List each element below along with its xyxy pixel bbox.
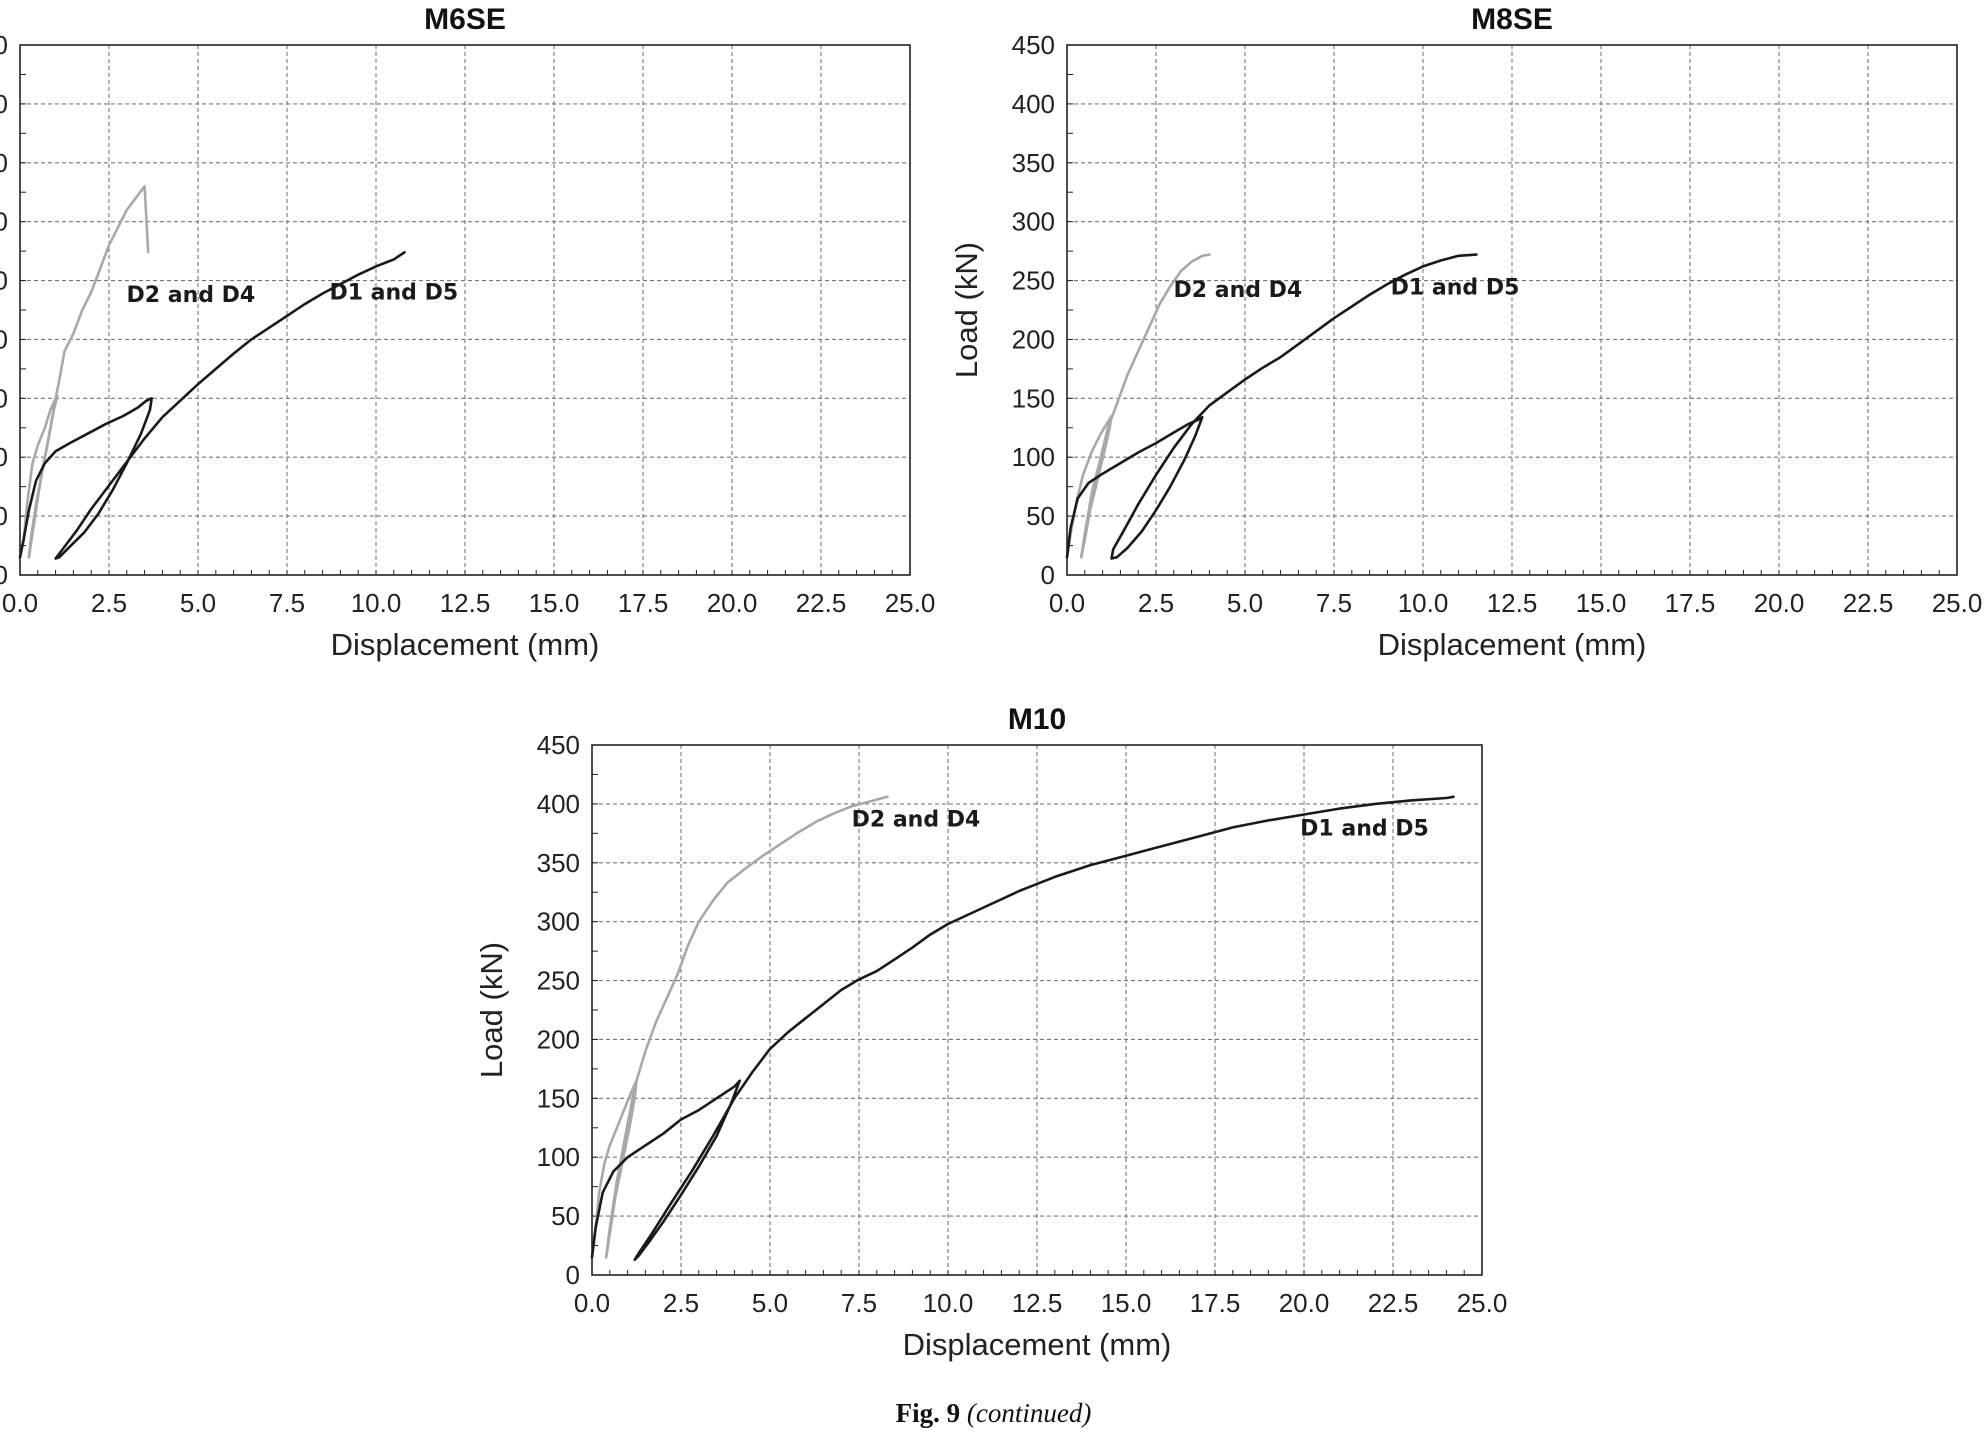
series-line-d1-d5	[590, 795, 1455, 1261]
series-annotation: D2 and D4	[852, 807, 981, 832]
y-tick-label: 200	[537, 1024, 580, 1054]
y-tick-label: 250	[0, 266, 8, 296]
x-tick-label: 15.0	[529, 588, 580, 618]
x-tick-label: 5.0	[1227, 588, 1263, 618]
x-tick-label: 12.5	[440, 588, 491, 618]
plot-frame	[591, 744, 1483, 1276]
x-tick-label: 7.5	[269, 588, 305, 618]
series-annotation: D1 and D5	[1391, 276, 1520, 301]
y-tick-label: 150	[0, 383, 8, 413]
y-tick-label: 350	[0, 148, 8, 178]
y-tick-label: 0	[1041, 560, 1055, 590]
series-line-d1-d5	[18, 251, 406, 560]
y-tick-label: 300	[1012, 207, 1055, 237]
x-tick-label: 17.5	[1665, 588, 1716, 618]
x-tick-label: 2.5	[91, 588, 127, 618]
chart-title: M10	[1008, 703, 1066, 736]
x-tick-label: 22.5	[796, 588, 847, 618]
y-tick-label: 150	[1012, 383, 1055, 413]
plot-frame	[19, 44, 911, 576]
y-tick-label: 150	[537, 1083, 580, 1113]
y-tick-label: 300	[0, 207, 8, 237]
x-tick-label: 15.0	[1576, 588, 1627, 618]
x-tick-label: 20.0	[1279, 1288, 1330, 1318]
y-tick-label: 400	[1012, 89, 1055, 119]
chart-title: M8SE	[1471, 3, 1553, 36]
series-line-d2-d4	[18, 185, 150, 559]
y-tick-label: 100	[1012, 442, 1055, 472]
x-tick-label: 2.5	[663, 1288, 699, 1318]
y-tick-label: 50	[0, 501, 8, 531]
figure-label: Fig. 9	[895, 1398, 961, 1428]
chart-m10: 0.0 2.5 5.0 7.5 10.0 12.5 15.0 17.5 20.0 22.5 25.0…	[474, 703, 1507, 1362]
y-tick-label: 50	[1026, 501, 1055, 531]
x-tick-label: 12.5	[1012, 1288, 1063, 1318]
x-tick-label: 22.5	[1368, 1288, 1419, 1318]
x-tick-label: 0.0	[574, 1288, 610, 1318]
series-annotation: D2 and D4	[127, 283, 256, 308]
chart-title: M6SE	[424, 3, 506, 36]
y-tick-label: 100	[0, 442, 8, 472]
y-tick-label: 400	[537, 789, 580, 819]
x-tick-label: 20.0	[1754, 588, 1805, 618]
series-line-d2-d4	[590, 795, 889, 1259]
y-tick-label: 250	[537, 966, 580, 996]
x-tick-label: 0.0	[1049, 588, 1085, 618]
x-tick-label: 0.0	[2, 588, 38, 618]
y-tick-label: 450	[537, 730, 580, 760]
x-tick-label: 20.0	[707, 588, 758, 618]
x-tick-label: 7.5	[1316, 588, 1352, 618]
y-tick-label: 450	[0, 30, 8, 60]
y-tick-label: 450	[1012, 30, 1055, 60]
x-tick-label: 5.0	[180, 588, 216, 618]
figure-caption-note: (continued)	[966, 1398, 1092, 1428]
y-tick-label: 350	[1012, 148, 1055, 178]
x-tick-label: 7.5	[841, 1288, 877, 1318]
x-tick-label: 22.5	[1843, 588, 1894, 618]
chart-m6se: 0.0 2.5 5.0 7.5 10.0 12.5 15.0 17.5 20.0 22.5 25.0…	[0, 3, 935, 662]
x-tick-label: 17.5	[618, 588, 669, 618]
series-annotation: D1 and D5	[329, 280, 458, 305]
y-axis-label: Load (kN)	[474, 942, 509, 1078]
plot-frame	[1066, 44, 1958, 576]
series-annotation: D2 and D4	[1174, 278, 1303, 303]
y-tick-label: 400	[0, 89, 8, 119]
x-tick-label: 2.5	[1138, 588, 1174, 618]
series-line-d1-d5	[1065, 253, 1478, 560]
series-line-d2-d4	[1065, 253, 1211, 559]
x-axis-label: Displacement (mm)	[903, 1327, 1172, 1362]
y-tick-label: 250	[1012, 266, 1055, 296]
y-tick-label: 200	[0, 324, 8, 354]
y-tick-label: 350	[537, 848, 580, 878]
x-axis-label: Displacement (mm)	[331, 627, 600, 662]
x-tick-label: 15.0	[1101, 1288, 1152, 1318]
figure-caption: Fig. 9 (continued)	[0, 1398, 1987, 1429]
x-tick-label: 10.0	[351, 588, 402, 618]
y-axis-label: Load (kN)	[949, 242, 984, 378]
chart-m8se: 0.0 2.5 5.0 7.5 10.0 12.5 15.0 17.5 20.0 22.5 25.0…	[949, 3, 1982, 662]
y-tick-label: 50	[551, 1201, 580, 1231]
x-tick-label: 25.0	[1457, 1288, 1508, 1318]
x-axis-label: Displacement (mm)	[1378, 627, 1647, 662]
y-tick-label: 100	[537, 1142, 580, 1172]
x-tick-label: 25.0	[885, 588, 936, 618]
x-tick-label: 17.5	[1190, 1288, 1241, 1318]
x-tick-label: 10.0	[923, 1288, 974, 1318]
y-tick-label: 200	[1012, 324, 1055, 354]
series-annotation: D1 and D5	[1300, 817, 1429, 842]
x-tick-label: 25.0	[1932, 588, 1983, 618]
x-tick-label: 12.5	[1487, 588, 1538, 618]
y-tick-label: 0	[0, 560, 8, 590]
y-tick-label: 0	[566, 1260, 580, 1290]
x-tick-label: 10.0	[1398, 588, 1449, 618]
y-tick-label: 300	[537, 907, 580, 937]
x-tick-label: 5.0	[752, 1288, 788, 1318]
